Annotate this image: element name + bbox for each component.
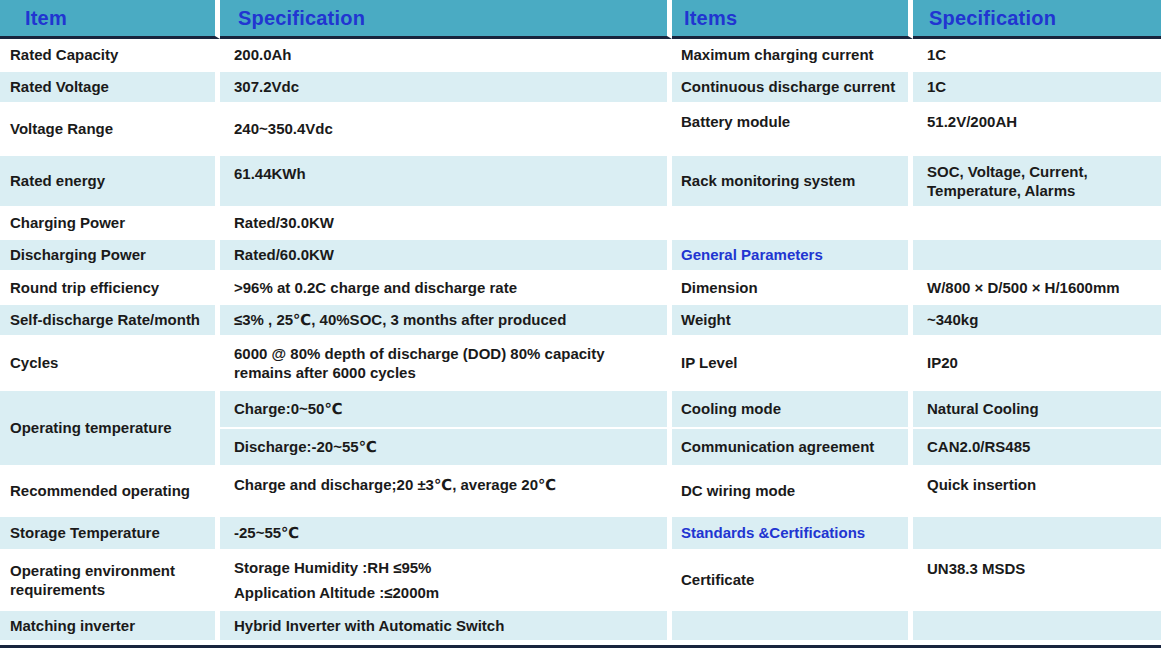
cell-storage-temperature-label: Storage Temperature xyxy=(0,517,220,551)
cell-rated-energy-label: Rated energy xyxy=(0,156,220,208)
cell-cycles-label: Cycles xyxy=(0,337,220,391)
column-header-specification-left: Specification xyxy=(220,0,672,39)
cell-dc-wiring-mode-value: Quick insertion xyxy=(913,467,1161,517)
cell-ip-level-label: IP Level xyxy=(672,337,913,391)
cell-operating-temperature-charge-value: Charge:0~50℃ xyxy=(220,391,672,429)
cell-blank xyxy=(913,240,1161,272)
cell-blank xyxy=(672,611,913,642)
cell-blank xyxy=(913,208,1161,240)
cell-rated-capacity-value: 200.0Ah xyxy=(220,39,672,72)
cell-recommended-operating-label: Recommended operating xyxy=(0,467,220,517)
cell-dimension-label: Dimension xyxy=(672,272,913,305)
cell-matching-inverter-label: Matching inverter xyxy=(0,611,220,642)
operating-environment-altitude-line: Application Altitude :≤2000m xyxy=(234,583,439,603)
cell-rated-voltage-value: 307.2Vdc xyxy=(220,72,672,104)
cell-rack-monitoring-label: Rack monitoring system xyxy=(672,156,913,208)
cell-voltage-range-label: Voltage Range xyxy=(0,104,220,156)
cell-charging-power-value: Rated/30.0KW xyxy=(220,208,672,240)
section-header-standards-certifications: Standards &Certifications xyxy=(672,517,913,551)
cell-recommended-operating-value: Charge and discharge;20 ±3℃, average 20℃ xyxy=(220,467,672,517)
column-header-items: Items xyxy=(672,0,913,39)
cell-charging-power-label: Charging Power xyxy=(0,208,220,240)
cell-communication-agreement-value: CAN2.0/RS485 xyxy=(913,429,1161,467)
cell-blank xyxy=(672,208,913,240)
cell-max-charging-current-value: 1C xyxy=(913,39,1161,72)
cell-discharging-power-label: Discharging Power xyxy=(0,240,220,272)
cell-self-discharge-value: ≤3% , 25℃, 40%SOC, 3 months after produc… xyxy=(220,305,672,337)
cell-weight-value: ~340kg xyxy=(913,305,1161,337)
cell-ip-level-value: IP20 xyxy=(913,337,1161,391)
cell-rated-voltage-label: Rated Voltage xyxy=(0,72,220,104)
cell-battery-module-value: 51.2V/200AH xyxy=(913,104,1161,156)
column-header-specification-right: Specification xyxy=(913,0,1161,39)
cell-self-discharge-label: Self-discharge Rate/month xyxy=(0,305,220,337)
cell-certificate-value: UN38.3 MSDS xyxy=(913,551,1161,611)
spec-table: Item Specification Items Specification R… xyxy=(0,0,1161,648)
cell-storage-temperature-value: -25~55℃ xyxy=(220,517,672,551)
cell-operating-temperature-discharge-value: Discharge:-20~55℃ xyxy=(220,429,672,467)
cell-dimension-value: W/800 × D/500 × H/1600mm xyxy=(913,272,1161,305)
cell-matching-inverter-value: Hybrid Inverter with Automatic Switch xyxy=(220,611,672,642)
cell-rated-capacity-label: Rated Capacity xyxy=(0,39,220,72)
cell-voltage-range-value: 240~350.4Vdc xyxy=(220,104,672,156)
cell-weight-label: Weight xyxy=(672,305,913,337)
cell-continuous-discharge-current-value: 1C xyxy=(913,72,1161,104)
cell-operating-environment-value: Storage Humidity :RH ≤95% Application Al… xyxy=(220,551,672,611)
cell-round-trip-efficiency-label: Round trip efficiency xyxy=(0,272,220,305)
cell-discharging-power-value: Rated/60.0KW xyxy=(220,240,672,272)
cell-continuous-discharge-current-label: Continuous discharge current xyxy=(672,72,913,104)
cell-rack-monitoring-value: SOC, Voltage, Current, Temperature, Alar… xyxy=(913,156,1161,208)
column-header-item: Item xyxy=(0,0,220,39)
cell-cooling-mode-value: Natural Cooling xyxy=(913,391,1161,429)
operating-environment-humidity-line: Storage Humidity :RH ≤95% xyxy=(234,558,431,578)
cell-max-charging-current-label: Maximum charging current xyxy=(672,39,913,72)
cell-rated-energy-value: 61.44KWh xyxy=(220,156,672,208)
cell-operating-environment-label: Operating environment requirements xyxy=(0,551,220,611)
cell-cycles-value: 6000 @ 80% depth of discharge (DOD) 80% … xyxy=(220,337,672,391)
cell-blank xyxy=(913,517,1161,551)
cell-communication-agreement-label: Communication agreement xyxy=(672,429,913,467)
cell-blank xyxy=(913,611,1161,642)
cell-battery-module-label: Battery module xyxy=(672,104,913,156)
cell-cooling-mode-label: Cooling mode xyxy=(672,391,913,429)
cell-round-trip-efficiency-value: >96% at 0.2C charge and discharge rate xyxy=(220,272,672,305)
cell-dc-wiring-mode-label: DC wiring mode xyxy=(672,467,913,517)
cell-certificate-label: Certificate xyxy=(672,551,913,611)
section-header-general-parameters: General Parameters xyxy=(672,240,913,272)
cell-operating-temperature-label: Operating temperature xyxy=(0,391,220,467)
